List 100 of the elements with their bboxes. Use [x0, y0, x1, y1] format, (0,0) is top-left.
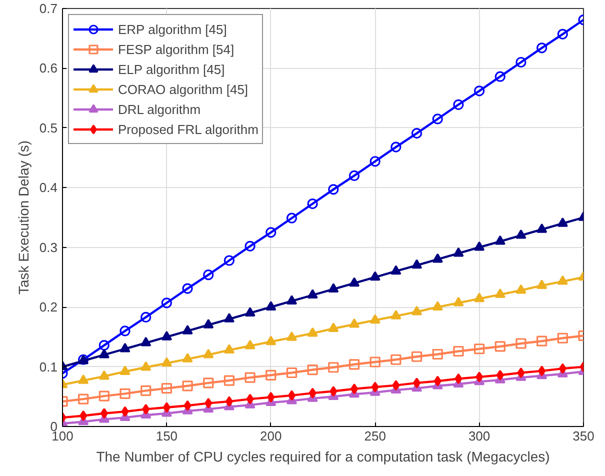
point: [182, 283, 193, 294]
point: [558, 363, 566, 374]
point: [412, 378, 421, 388]
point: [184, 400, 192, 411]
legend-label: ERP algorithm [45]: [118, 21, 227, 37]
point: [328, 362, 339, 373]
point: [411, 351, 422, 362]
point: [348, 170, 360, 181]
point: [266, 336, 276, 346]
point: [224, 313, 235, 322]
x-tick-label: 250: [364, 428, 386, 444]
point: [142, 404, 150, 414]
point: [121, 406, 129, 417]
point: [266, 301, 276, 310]
point: [120, 342, 130, 352]
point: [98, 390, 110, 402]
point: [161, 330, 172, 340]
y-axis-title: Task Execution Delay (s): [15, 140, 32, 295]
point: [328, 322, 339, 332]
point: [476, 372, 484, 382]
point: [348, 277, 360, 287]
point: [538, 366, 546, 376]
point: [328, 184, 339, 195]
point: [371, 382, 379, 392]
point: [224, 375, 235, 386]
point: [432, 301, 443, 310]
point: [100, 408, 108, 419]
point: [140, 361, 152, 371]
point: [350, 384, 358, 394]
point: [348, 318, 360, 328]
point: [244, 340, 256, 350]
y-tick-label: 0.4: [39, 180, 58, 196]
point: [494, 341, 506, 352]
point: [288, 390, 296, 401]
legend-label: ELP algorithm [45]: [118, 61, 225, 77]
point: [203, 378, 214, 388]
point: [78, 394, 89, 404]
point: [140, 385, 152, 396]
y-tick-label: 0.6: [39, 60, 58, 76]
legend-label: Proposed FRL algorithm: [118, 121, 258, 137]
point: [203, 270, 214, 280]
point: [370, 156, 380, 167]
point: [432, 114, 443, 124]
point: [78, 374, 89, 384]
point: [120, 388, 130, 399]
legend-label: DRL algorithm: [118, 101, 201, 117]
point: [244, 240, 256, 252]
point: [182, 353, 193, 362]
point: [120, 326, 130, 336]
point: [161, 357, 172, 367]
point: [536, 223, 548, 233]
point: [474, 344, 485, 354]
point: [390, 354, 402, 365]
point: [225, 396, 234, 407]
point: [244, 372, 256, 383]
point: [536, 280, 548, 289]
point: [98, 370, 110, 380]
point: [224, 344, 235, 354]
point: [411, 306, 422, 316]
point: [474, 86, 485, 96]
legend-label: FESP algorithm [54]: [118, 41, 234, 57]
point: [516, 284, 526, 294]
point: [494, 71, 506, 82]
y-tick-label: 0.7: [39, 1, 58, 16]
point: [390, 310, 402, 320]
point: [432, 348, 443, 360]
point: [307, 364, 318, 376]
y-tick-label: 0.1: [39, 359, 58, 374]
point: [474, 241, 485, 251]
point: [348, 359, 360, 370]
point: [98, 348, 110, 358]
point: [453, 296, 464, 306]
point: [494, 235, 506, 245]
point: [203, 348, 214, 358]
point: [224, 255, 235, 266]
point: [453, 99, 464, 110]
point: [286, 212, 298, 224]
point: [496, 370, 504, 380]
point: [411, 259, 422, 269]
point: [266, 227, 276, 238]
x-tick-label: 350: [572, 428, 594, 444]
x-tick-label: 150: [156, 428, 178, 444]
y-tick-label: 0.3: [39, 240, 58, 255]
point: [474, 292, 485, 302]
point: [161, 382, 172, 394]
x-tick-label: 200: [260, 428, 282, 444]
point: [536, 336, 548, 346]
point: [516, 338, 526, 349]
point: [557, 332, 568, 344]
point: [308, 388, 316, 398]
x-axis-title: The Number of CPU cycles required for a computation task (Megacycles): [96, 448, 550, 464]
point: [203, 318, 214, 328]
point: [494, 288, 506, 298]
point: [307, 289, 318, 299]
point: [182, 324, 193, 334]
y-tick-label: 0.5: [39, 120, 58, 136]
point: [370, 356, 380, 368]
point: [286, 367, 298, 378]
point: [434, 376, 442, 386]
point: [390, 142, 402, 152]
